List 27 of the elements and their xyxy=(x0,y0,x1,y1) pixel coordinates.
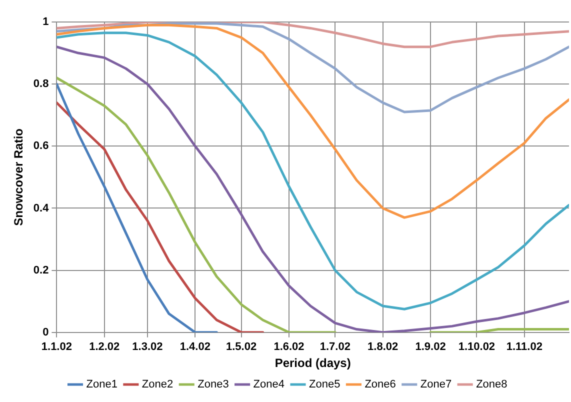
y-axis-title: Snowcover Ratio xyxy=(12,128,26,226)
x-tick-label: 1.9.02 xyxy=(415,341,446,354)
x-tick-label: 1.1.02 xyxy=(41,341,72,354)
x-tick-label: 1.5.02 xyxy=(226,341,257,354)
y-tick-label: 0.6 xyxy=(33,140,49,152)
x-tick-label: 1.6.02 xyxy=(274,341,304,354)
x-tick-label: 1.7.02 xyxy=(320,341,350,354)
legend-label: Zone7 xyxy=(420,378,452,391)
x-tick-label: 1.2.02 xyxy=(89,341,120,354)
x-tick-label: 1.10.02 xyxy=(458,341,496,354)
x-tick-label: 1.11.02 xyxy=(506,341,542,354)
x-axis-title: Period (days) xyxy=(274,356,351,370)
legend-label: Zone1 xyxy=(86,378,118,391)
legend-label: Zone5 xyxy=(309,378,340,391)
x-tick-label: 1.3.02 xyxy=(132,341,163,354)
y-tick-label: 0 xyxy=(42,326,49,338)
y-tick-label: 0.2 xyxy=(33,264,49,276)
x-tick-label: 1.4.02 xyxy=(180,341,210,354)
y-tick-label: 1 xyxy=(42,16,49,28)
legend-label: Zone3 xyxy=(198,378,229,391)
y-tick-label: 0.4 xyxy=(33,202,50,214)
x-tick-label: 1.8.02 xyxy=(368,341,398,354)
legend-label: Zone4 xyxy=(253,378,285,391)
legend-label: Zone2 xyxy=(142,378,174,391)
y-tick-label: 0.8 xyxy=(33,78,49,90)
legend-label: Zone6 xyxy=(364,378,396,391)
legend-label: Zone8 xyxy=(476,378,508,391)
